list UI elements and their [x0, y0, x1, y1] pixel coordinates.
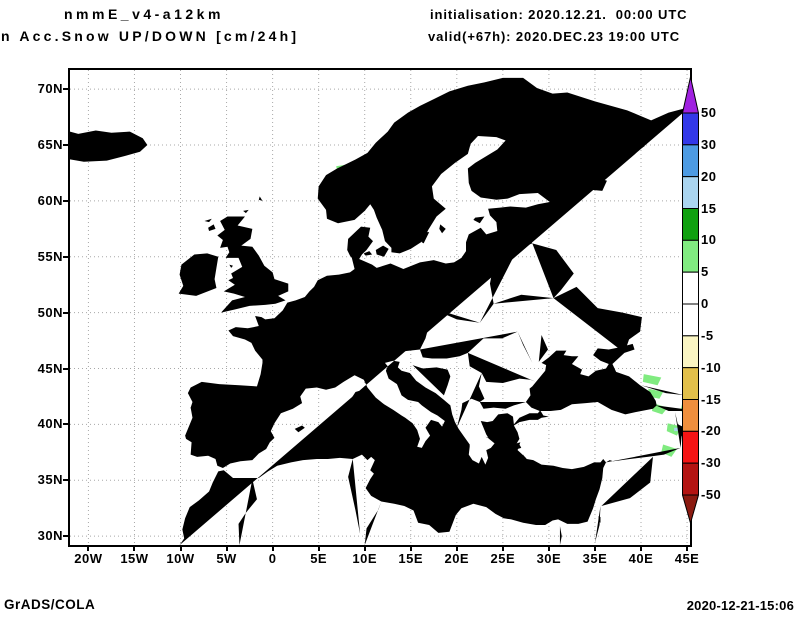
lon-tick-label: 35E	[582, 551, 608, 566]
colorbar-segment	[682, 335, 699, 369]
colorbar-tick-label: -20	[701, 423, 722, 439]
lat-tick-label: 60N	[37, 192, 63, 208]
colorbar-segment	[682, 399, 699, 432]
colorbar	[682, 76, 699, 525]
lat-tick	[63, 199, 69, 202]
aegean-island-specks	[494, 435, 525, 464]
product-title: n Acc.Snow UP/DOWN [cm/24h]	[1, 28, 300, 44]
lon-tick-label: 10W	[166, 551, 195, 566]
colorbar-tick-label: 50	[701, 105, 717, 120]
lon-tick-label: 45E	[674, 551, 700, 566]
colorbar-tick-label: -5	[701, 327, 714, 343]
colorbar-segment	[682, 112, 699, 146]
colorbar-over-triangle	[682, 76, 699, 114]
lat-tick	[63, 479, 69, 482]
grads-cola-credit: GrADS/COLA	[4, 597, 96, 612]
lon-tick-label: 20W	[74, 551, 103, 566]
lon-tick-label: 0	[268, 551, 277, 566]
lon-tick-label: 5W	[216, 551, 237, 566]
lon-tick	[87, 545, 90, 551]
coastline-white-sea	[571, 115, 651, 159]
lon-tick-label: 5E	[310, 551, 328, 566]
colorbar-under-triangle	[682, 494, 699, 525]
coastlines-and-borders	[70, 77, 690, 545]
lat-tick-label: 50N	[37, 304, 63, 320]
lat-tick	[63, 535, 69, 538]
lat-tick-label: 55N	[37, 248, 63, 264]
colorbar-tick-label: 15	[701, 200, 717, 216]
colorbar-segment	[682, 176, 699, 209]
lon-tick	[593, 545, 596, 551]
colorbar-segment	[682, 430, 699, 464]
colorbar-tick-label: -15	[701, 391, 722, 407]
lon-tick	[363, 545, 366, 551]
colorbar-segment	[682, 462, 699, 496]
lon-tick-label: 15E	[398, 551, 424, 566]
colorbar-segment	[682, 271, 699, 305]
coastline-ireland	[178, 253, 219, 296]
colorbar-segment	[682, 239, 699, 273]
lon-tick	[271, 545, 274, 551]
colorbar-tick-label: 20	[701, 168, 717, 184]
lon-tick	[686, 545, 689, 551]
colorbar-segment	[682, 144, 699, 178]
colorbar-segment	[682, 367, 699, 400]
lat-tick	[63, 255, 69, 258]
lon-tick-label: 15W	[120, 551, 149, 566]
colorbar-tick-label: -10	[701, 359, 722, 375]
lat-tick	[63, 311, 69, 314]
model-title: nmmE_v4-a12km	[64, 6, 224, 22]
lat-tick-label: 35N	[37, 472, 63, 488]
colorbar-tick-label: 10	[701, 232, 717, 248]
lat-tick	[63, 88, 69, 91]
lon-tick	[547, 545, 550, 551]
country-borders	[190, 90, 690, 545]
valid-time-label: valid(+67h): 2020.DEC.23 19:00 UTC	[428, 29, 681, 44]
creation-timestamp: 2020-12-21-15:06	[686, 598, 794, 613]
lat-tick	[63, 367, 69, 370]
lat-tick	[63, 423, 69, 426]
colorbar-tick-label: -30	[701, 455, 722, 471]
lon-tick	[133, 545, 136, 551]
lat-tick-label: 45N	[37, 360, 63, 376]
lon-tick	[179, 545, 182, 551]
europe-map	[70, 70, 690, 545]
lat-tick-label: 70N	[37, 81, 63, 97]
lon-tick	[317, 545, 320, 551]
lon-tick	[640, 545, 642, 551]
colorbar-segment	[682, 303, 699, 337]
colorbar-tick-label: 30	[701, 136, 717, 152]
snow-patch	[642, 374, 662, 386]
lon-tick	[501, 545, 504, 551]
coastline-great-britain	[217, 216, 289, 313]
lon-tick-label: 20E	[444, 551, 470, 566]
colorbar-tick-label: 5	[701, 264, 709, 280]
lon-tick-label: 40E	[628, 551, 654, 566]
lat-tick	[63, 143, 69, 146]
lat-tick-label: 30N	[37, 528, 63, 544]
coastline-iceland	[70, 130, 148, 162]
lon-tick-label: 25E	[490, 551, 516, 566]
lon-tick-label: 30E	[536, 551, 562, 566]
colorbar-segment	[682, 208, 699, 241]
colorbar-tick-label: 0	[701, 296, 709, 311]
lon-tick	[225, 545, 228, 551]
lon-tick	[409, 545, 412, 551]
lat-tick-label: 65N	[37, 136, 63, 152]
lat-tick-label: 40N	[37, 416, 63, 432]
lon-tick-label: 10E	[352, 551, 378, 566]
lon-tick	[455, 545, 458, 551]
initialisation-label: initialisation: 2020.12.21. 00:00 UTC	[430, 7, 688, 22]
snow-patch	[674, 427, 678, 432]
colorbar-tick-label: -50	[701, 487, 722, 502]
